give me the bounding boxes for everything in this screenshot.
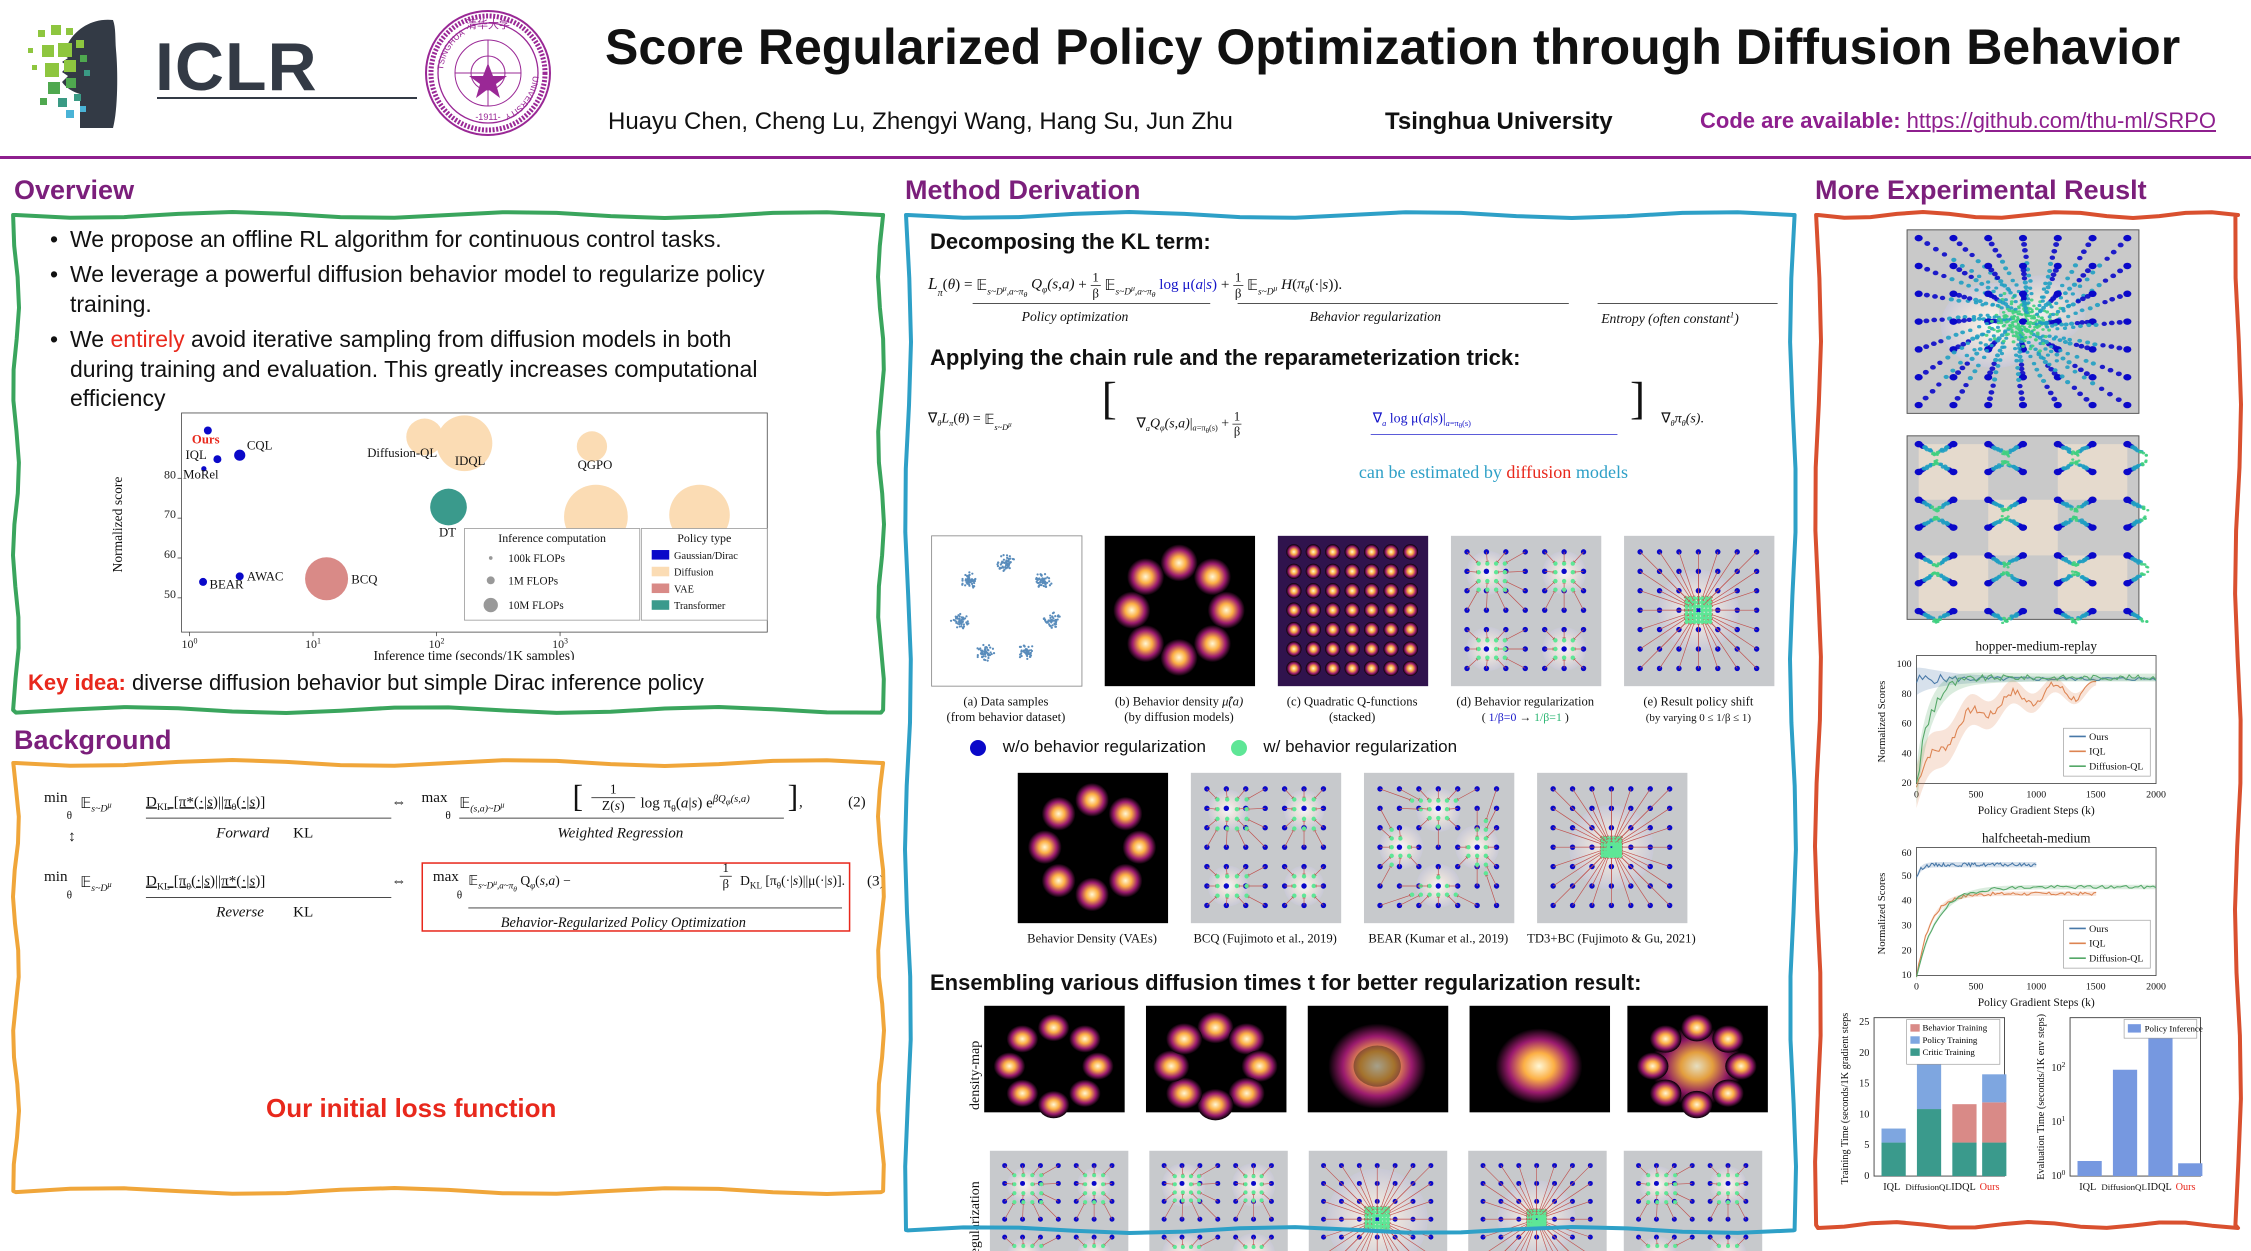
svg-text:1M FLOPs: 1M FLOPs bbox=[508, 575, 558, 587]
svg-text:QGPO: QGPO bbox=[578, 458, 613, 472]
svg-text:60: 60 bbox=[1902, 848, 1912, 859]
svg-text:500: 500 bbox=[1969, 982, 1984, 993]
svg-text:102: 102 bbox=[2051, 1060, 2065, 1074]
svg-text:Ours: Ours bbox=[2176, 1182, 2196, 1193]
svg-text:Behavior Training: Behavior Training bbox=[1923, 1023, 1988, 1033]
svg-text:Diffusion-QL: Diffusion-QL bbox=[2089, 954, 2143, 965]
svg-text:(by diffusion models): (by diffusion models) bbox=[1124, 710, 1233, 724]
svg-text:1000: 1000 bbox=[2026, 790, 2046, 801]
svg-text:IQL: IQL bbox=[2089, 939, 2106, 950]
svg-text:Evaluation Time (seconds/1K e: Evaluation Time (seconds/1K env steps) bbox=[2036, 1014, 2047, 1180]
svg-text:0: 0 bbox=[1914, 982, 1919, 993]
svg-text:IDQL: IDQL bbox=[455, 454, 486, 468]
svg-text:Ours: Ours bbox=[1980, 1182, 2000, 1193]
svg-text:0: 0 bbox=[1864, 1171, 1869, 1182]
svg-text:Policy Gradient Steps (k): Policy Gradient Steps (k) bbox=[1978, 996, 2095, 1009]
svg-text:1500: 1500 bbox=[2086, 790, 2106, 801]
svg-text:IDQL: IDQL bbox=[2147, 1182, 2171, 1193]
svg-text:DiffusionQL: DiffusionQL bbox=[2101, 1182, 2147, 1192]
svg-text:10: 10 bbox=[1859, 1109, 1869, 1120]
svg-text:30: 30 bbox=[1902, 920, 1912, 931]
svg-text:BCQ (Fujimoto et al., 2019): BCQ (Fujimoto et al., 2019) bbox=[1193, 932, 1336, 946]
svg-text:Normalized Scores: Normalized Scores bbox=[1876, 873, 1888, 955]
svg-text:清华大学: 清华大学 bbox=[466, 17, 510, 31]
svg-text:40: 40 bbox=[1902, 896, 1912, 907]
svg-text:15: 15 bbox=[1859, 1079, 1869, 1090]
svg-text:Policy Gradient Steps (k): Policy Gradient Steps (k) bbox=[1978, 804, 2095, 817]
svg-text:Diffusion-QL: Diffusion-QL bbox=[367, 446, 437, 460]
svg-text:IQL: IQL bbox=[2079, 1182, 2096, 1193]
svg-text:40: 40 bbox=[1902, 748, 1912, 759]
svg-text:DT: DT bbox=[439, 525, 456, 539]
svg-text:BEAR: BEAR bbox=[209, 577, 244, 591]
svg-text:Policy Training: Policy Training bbox=[1923, 1035, 1978, 1045]
svg-text:100: 100 bbox=[182, 636, 198, 651]
svg-text:101: 101 bbox=[2051, 1114, 2065, 1128]
svg-text:(b) Behavior density μ̂(a): (b) Behavior density μ̂(a) bbox=[1115, 695, 1243, 709]
svg-text:25: 25 bbox=[1859, 1017, 1869, 1028]
svg-text:20: 20 bbox=[1859, 1048, 1869, 1059]
svg-text:Behavior Density (VAEs): Behavior Density (VAEs) bbox=[1027, 932, 1157, 946]
svg-text:Gaussian/Dirac: Gaussian/Dirac bbox=[674, 551, 738, 562]
svg-text:(a) Data samples: (a) Data samples bbox=[963, 695, 1048, 709]
svg-text:Policy type: Policy type bbox=[677, 531, 731, 545]
svg-text:Training Time (seconds/1K gra: Training Time (seconds/1K gradient steps… bbox=[1840, 1013, 1851, 1184]
svg-text:Diffusion-QL: Diffusion-QL bbox=[2089, 762, 2143, 773]
svg-text:IDQL: IDQL bbox=[1951, 1182, 1975, 1193]
svg-text:AWAC: AWAC bbox=[247, 569, 284, 583]
svg-text:1000: 1000 bbox=[2026, 982, 2046, 993]
svg-text:2000: 2000 bbox=[2146, 790, 2166, 801]
svg-text:50: 50 bbox=[1902, 871, 1912, 882]
svg-text:70: 70 bbox=[164, 507, 176, 521]
svg-text:80: 80 bbox=[164, 467, 176, 481]
svg-text:100: 100 bbox=[1897, 659, 1912, 670]
svg-text:BCQ: BCQ bbox=[351, 573, 377, 587]
svg-text:2000: 2000 bbox=[2146, 982, 2166, 993]
svg-text:(from behavior dataset): (from behavior dataset) bbox=[947, 710, 1066, 724]
svg-text:TD3+BC (Fujimoto & Gu, 2021): TD3+BC (Fujimoto & Gu, 2021) bbox=[1527, 932, 1696, 946]
svg-text:( 1/β=0 → 1/β=1 ): ( 1/β=0 → 1/β=1 ) bbox=[1482, 710, 1569, 724]
svg-text:Critic Training: Critic Training bbox=[1923, 1047, 1976, 1057]
svg-text:80: 80 bbox=[1902, 689, 1912, 700]
svg-text:10M FLOPs: 10M FLOPs bbox=[508, 600, 563, 612]
svg-text:20: 20 bbox=[1902, 945, 1912, 956]
svg-text:100: 100 bbox=[2051, 1168, 2065, 1182]
svg-text:IQL: IQL bbox=[186, 448, 207, 462]
svg-text:IQL: IQL bbox=[2089, 747, 2106, 758]
svg-text:60: 60 bbox=[1902, 719, 1912, 730]
svg-text:50: 50 bbox=[164, 587, 176, 601]
svg-text:10: 10 bbox=[1902, 970, 1912, 981]
svg-text:60: 60 bbox=[164, 547, 176, 561]
svg-text:MoRel: MoRel bbox=[183, 467, 219, 481]
svg-text:DiffusionQL: DiffusionQL bbox=[1905, 1182, 1951, 1192]
svg-text:(by varying 0 ≤ 1/β ≤ 1): (by varying 0 ≤ 1/β ≤ 1) bbox=[1646, 712, 1752, 724]
svg-text:(e) Result policy shift: (e) Result policy shift bbox=[1643, 695, 1754, 709]
svg-text:hopper-medium-replay: hopper-medium-replay bbox=[1976, 639, 2098, 654]
svg-text:5: 5 bbox=[1864, 1140, 1869, 1151]
svg-text:CQL: CQL bbox=[247, 439, 273, 453]
svg-text:Ours: Ours bbox=[2089, 732, 2108, 743]
svg-text:1500: 1500 bbox=[2086, 982, 2106, 993]
svg-text:BEAR (Kumar et al., 2019): BEAR (Kumar et al., 2019) bbox=[1368, 932, 1508, 946]
svg-text:Inference time (seconds/1K sam: Inference time (seconds/1K samples) bbox=[373, 648, 574, 660]
svg-text:(stacked): (stacked) bbox=[1329, 710, 1375, 724]
svg-text:Ours: Ours bbox=[2089, 924, 2108, 935]
svg-text:Normalized score: Normalized score bbox=[110, 477, 125, 573]
svg-text:halfcheetah-medium: halfcheetah-medium bbox=[1982, 831, 2091, 846]
svg-text:20: 20 bbox=[1902, 778, 1912, 789]
svg-text:101: 101 bbox=[305, 636, 321, 651]
svg-text:Ours: Ours bbox=[192, 432, 220, 446]
svg-text:VAE: VAE bbox=[674, 584, 694, 595]
svg-text:100k FLOPs: 100k FLOPs bbox=[508, 553, 565, 565]
svg-text:Diffusion: Diffusion bbox=[674, 568, 714, 579]
svg-text:(d) Behavior regularization: (d) Behavior regularization bbox=[1456, 695, 1594, 709]
svg-text:Policy Inference: Policy Inference bbox=[2145, 1024, 2203, 1034]
svg-text:Transformer: Transformer bbox=[674, 601, 726, 612]
svg-text:IQL: IQL bbox=[1883, 1182, 1900, 1193]
svg-text:-1911-: -1911- bbox=[475, 112, 500, 122]
svg-text:Inference computation: Inference computation bbox=[498, 531, 606, 545]
svg-text:500: 500 bbox=[1969, 790, 1984, 801]
svg-text:Normalized Scores: Normalized Scores bbox=[1876, 681, 1888, 763]
svg-text:(c) Quadratic Q-functions: (c) Quadratic Q-functions bbox=[1287, 695, 1418, 709]
